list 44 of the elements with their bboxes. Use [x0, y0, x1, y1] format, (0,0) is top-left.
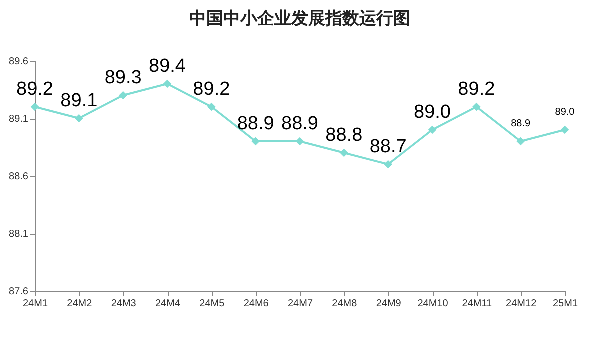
- x-tick-label: 24M12: [506, 298, 538, 310]
- x-tick-label: 24M9: [376, 298, 402, 310]
- x-tick-label: 24M5: [200, 298, 226, 310]
- text: 89.0: [414, 102, 451, 123]
- point: [516, 137, 526, 146]
- text: 89.4: [149, 56, 186, 77]
- x-tick-label: 24M8: [332, 298, 358, 310]
- text: 89.1: [60, 90, 98, 112]
- x-tick-label: 25M1: [552, 298, 578, 310]
- y-tick-label: 88.1: [9, 229, 29, 240]
- text: 88.9: [511, 118, 531, 130]
- text: 88.9: [237, 114, 274, 134]
- text: 88.8: [326, 125, 363, 146]
- point: [207, 102, 216, 112]
- y-tick-label: 89.6: [9, 56, 29, 68]
- chart-title: 中国中小企业发展指数运行图: [190, 9, 410, 28]
- point: [74, 114, 84, 123]
- point: [384, 160, 393, 169]
- point: [428, 126, 437, 134]
- point: [30, 102, 40, 112]
- point: [340, 148, 348, 158]
- y-tick-label: 88.6: [9, 172, 29, 182]
- text: 89.2: [193, 79, 230, 100]
- point: [119, 91, 128, 100]
- text: 89.3: [104, 68, 142, 88]
- point: [163, 80, 172, 88]
- x-tick-label: 24M7: [288, 298, 314, 310]
- text: 89.0: [555, 107, 575, 118]
- text: 89.2: [458, 79, 496, 100]
- x-tick-label: 24M6: [244, 298, 270, 310]
- x-tick-label: 24M2: [67, 298, 93, 310]
- point: [560, 126, 570, 134]
- x-tick-label: 24M10: [418, 298, 449, 310]
- x-tick-label: 24M11: [462, 298, 493, 310]
- text: 89.2: [16, 79, 54, 100]
- x-tick-label: 24M1: [22, 298, 48, 310]
- text: 88.9: [282, 114, 318, 134]
- x-tick-label: 24M3: [111, 298, 137, 310]
- y-tick-label: 87.6: [9, 286, 29, 298]
- x-tick-label: 24M4: [155, 298, 181, 310]
- point: [296, 137, 304, 146]
- text: 88.7: [370, 136, 407, 158]
- point: [472, 102, 481, 112]
- y-tick-label: 89.1: [9, 114, 29, 125]
